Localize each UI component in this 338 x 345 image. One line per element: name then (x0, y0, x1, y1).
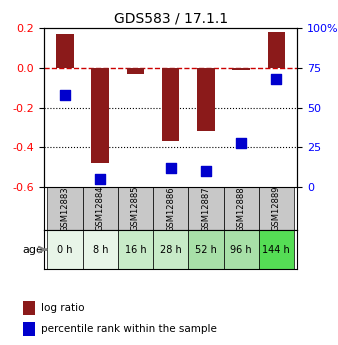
Bar (23, 301, 35, 315)
Bar (56, 33, 74, 68)
Text: 28 h: 28 h (160, 245, 182, 255)
FancyBboxPatch shape (47, 230, 83, 269)
Text: GSM12889: GSM12889 (272, 186, 281, 231)
Text: GSM12884: GSM12884 (96, 186, 105, 231)
FancyBboxPatch shape (83, 230, 118, 269)
FancyBboxPatch shape (153, 187, 188, 230)
Text: GSM12886: GSM12886 (166, 186, 175, 231)
Text: 96 h: 96 h (230, 245, 252, 255)
FancyBboxPatch shape (47, 187, 83, 230)
Text: 16 h: 16 h (125, 245, 146, 255)
Point (62, 92, 68, 98)
Bar (23, 322, 35, 336)
Text: log ratio: log ratio (41, 303, 85, 313)
Text: age: age (22, 245, 43, 255)
Bar (127, 68, 144, 73)
Text: GSM12883: GSM12883 (61, 186, 70, 231)
FancyBboxPatch shape (259, 230, 294, 269)
FancyBboxPatch shape (118, 187, 153, 230)
FancyBboxPatch shape (223, 230, 259, 269)
Text: percentile rank within the sample: percentile rank within the sample (41, 324, 217, 334)
Point (168, 166, 173, 171)
Text: 8 h: 8 h (93, 245, 108, 255)
FancyBboxPatch shape (223, 187, 259, 230)
Text: GSM12885: GSM12885 (131, 186, 140, 231)
Point (203, 169, 209, 174)
FancyBboxPatch shape (153, 230, 188, 269)
FancyBboxPatch shape (83, 187, 118, 230)
Text: GSM12888: GSM12888 (237, 186, 246, 231)
FancyBboxPatch shape (188, 187, 223, 230)
Point (98, 177, 103, 182)
Bar (267, 32, 285, 68)
Text: 0 h: 0 h (57, 245, 73, 255)
Bar (92, 68, 109, 164)
FancyBboxPatch shape (259, 187, 294, 230)
Text: 144 h: 144 h (262, 245, 290, 255)
Point (238, 140, 244, 146)
FancyBboxPatch shape (118, 230, 153, 269)
Point (274, 76, 279, 81)
Text: 52 h: 52 h (195, 245, 217, 255)
Bar (162, 68, 179, 141)
FancyBboxPatch shape (188, 230, 223, 269)
Title: GDS583 / 17.1.1: GDS583 / 17.1.1 (114, 11, 228, 25)
Bar (197, 68, 215, 131)
Text: GSM12887: GSM12887 (201, 186, 210, 231)
Bar (232, 68, 250, 70)
